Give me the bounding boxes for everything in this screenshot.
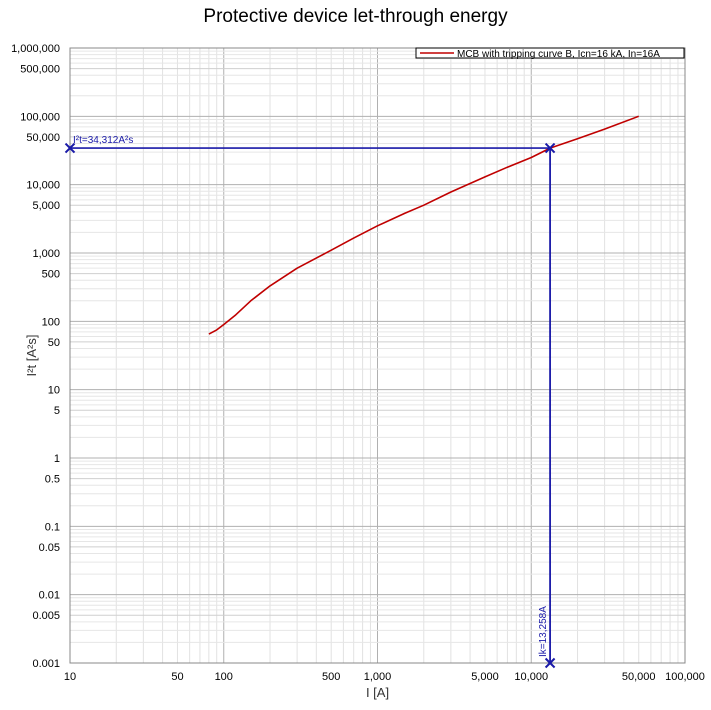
y-tick-label: 0.05 [39,542,60,554]
y-tick-label: 1,000,000 [11,43,60,55]
y-tick-label: 500 [42,269,60,281]
x-tick-label: 100 [215,671,233,683]
x-tick-label: 50 [171,671,183,683]
y-tick-label: 50 [48,337,60,349]
y-tick-label: 1,000 [32,248,60,260]
x-tick-label: 10 [64,671,76,683]
y-tick-label: 100,000 [20,111,60,123]
series-line [208,115,639,335]
x-axis-label: I [A] [366,685,389,700]
x-tick-label: 10,000 [514,671,548,683]
legend-label: MCB with tripping curve B, Icn=16 kA, In… [457,49,660,60]
y-tick-label: 1 [54,453,60,465]
y-tick-label: 0.5 [45,474,60,486]
y-tick-label: 10 [48,385,60,397]
i2t-marker-label: I²t=34,312A²s [73,135,133,146]
x-tick-label: 1,000 [364,671,392,683]
y-tick-label: 500,000 [20,64,60,76]
x-tick-label: 5,000 [471,671,499,683]
ik-marker-label: Ik=13,258A [538,606,549,657]
annotation-layer: I²t=34,312A²s Ik=13,258A [64,135,556,669]
x-tick-label: 50,000 [622,671,656,683]
i2t-axis-marker [64,142,76,154]
intersection-marker [544,142,556,154]
x-tick-label: 100,000 [665,671,705,683]
y-tick-label: 0.001 [32,658,60,670]
y-tick-label: 0.01 [39,590,60,602]
y-tick-label: 5,000 [32,200,60,212]
x-axis-ticks: 10 50 100 500 1,000 5,000 10,000 50,000 100,000 [64,671,705,683]
y-axis-ticks: 0.001 0.005 0.01 0.05 0.1 0.5 1 5 10 50 100 500 1,00… [11,43,60,670]
plot-frame [69,47,686,664]
y-tick-label: 50,000 [26,132,60,144]
x-tick-label: 500 [322,671,340,683]
ik-axis-marker [544,657,556,669]
series-layer [208,115,639,335]
y-tick-label: 100 [42,316,60,328]
y-tick-label: 5 [54,405,60,417]
chart-title: Protective device let-through energy [203,6,508,27]
y-axis-label: I²t [A²s] [24,335,39,377]
y-tick-label: 0.005 [32,610,60,622]
y-tick-label: 0.1 [45,521,60,533]
y-tick-label: 10,000 [26,180,60,192]
legend: MCB with tripping curve B, Icn=16 kA, In… [415,47,685,60]
legend-box [415,47,685,59]
grid [69,48,685,664]
